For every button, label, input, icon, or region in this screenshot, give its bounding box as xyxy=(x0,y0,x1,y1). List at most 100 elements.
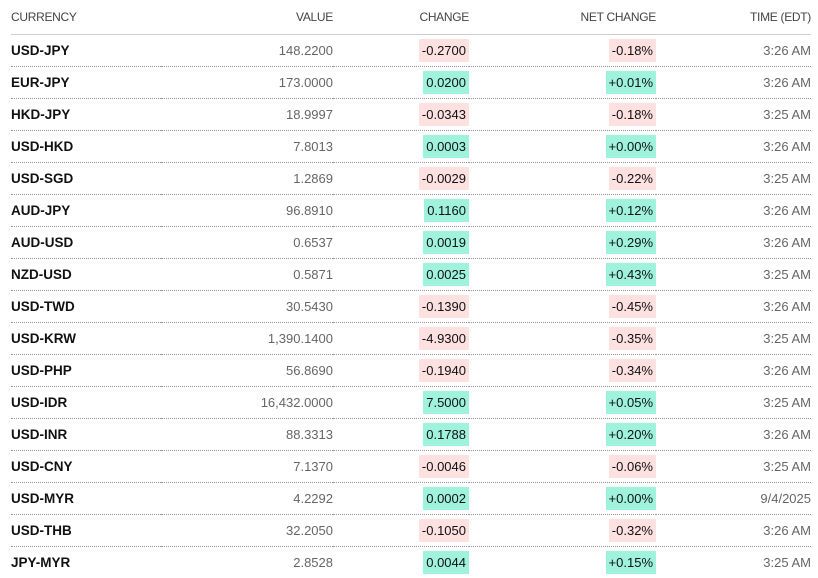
table-row: USD-KRW 1,390.1400 -4.9300 -0.35%3:25 AM xyxy=(11,323,811,355)
time-cell: 3:26 AM xyxy=(656,131,811,163)
value-cell: 18.9997 xyxy=(161,99,333,131)
time-cell: 3:26 AM xyxy=(656,195,811,227)
currency-pair-link[interactable]: USD-THB xyxy=(11,523,72,538)
change-badge: 7.5000 xyxy=(423,391,469,414)
header-net-change[interactable]: NET CHANGE xyxy=(469,0,656,35)
currency-pair-link[interactable]: USD-MYR xyxy=(11,491,74,506)
value-cell: 0.5871 xyxy=(161,259,333,291)
currency-pair-link[interactable]: USD-JPY xyxy=(11,43,70,58)
value-cell: 173.0000 xyxy=(161,67,333,99)
net-change-badge: -0.45% xyxy=(609,295,656,318)
time-cell: 3:26 AM xyxy=(656,227,811,259)
value-cell: 16,432.0000 xyxy=(161,387,333,419)
net-change-badge: -0.22% xyxy=(609,167,656,190)
change-badge: 0.1788 xyxy=(423,423,469,446)
net-change-badge: +0.01% xyxy=(606,71,656,94)
table-row: USD-IDR 16,432.0000 7.5000 +0.05%3:25 AM xyxy=(11,387,811,419)
time-cell: 3:25 AM xyxy=(656,259,811,291)
currency-pair-link[interactable]: USD-PHP xyxy=(11,363,72,378)
time-cell: 3:26 AM xyxy=(656,515,811,547)
value-cell: 56.8690 xyxy=(161,355,333,387)
net-change-badge: -0.18% xyxy=(609,39,656,62)
change-badge: 0.1160 xyxy=(424,199,469,222)
change-badge: 0.0019 xyxy=(423,231,469,254)
table-row: USD-HKD 7.8013 0.0003 +0.00%3:26 AM xyxy=(11,131,811,163)
change-badge: -0.1050 xyxy=(419,519,469,542)
table-row: USD-TWD 30.5430 -0.1390 -0.45%3:26 AM xyxy=(11,291,811,323)
table-row: JPY-MYR 2.8528 0.0044 +0.15%3:25 AM xyxy=(11,547,811,578)
currency-pair-link[interactable]: USD-IDR xyxy=(11,395,67,410)
currency-pair-link[interactable]: USD-INR xyxy=(11,427,67,442)
value-cell: 7.1370 xyxy=(161,451,333,483)
change-badge: -0.0046 xyxy=(419,455,469,478)
time-cell: 3:25 AM xyxy=(656,323,811,355)
table-row: USD-THB 32.2050 -0.1050 -0.32%3:26 AM xyxy=(11,515,811,547)
header-value[interactable]: VALUE xyxy=(161,0,333,35)
change-badge: -0.1390 xyxy=(419,295,469,318)
currency-pair-link[interactable]: AUD-JPY xyxy=(11,203,70,218)
time-cell: 3:26 AM xyxy=(656,291,811,323)
currency-pair-link[interactable]: AUD-USD xyxy=(11,235,73,250)
currency-pair-link[interactable]: USD-TWD xyxy=(11,299,75,314)
time-cell: 3:25 AM xyxy=(656,547,811,578)
currency-table: CURRENCY VALUE CHANGE NET CHANGE TIME (E… xyxy=(11,0,811,578)
table-row: USD-SGD 1.2869 -0.0029 -0.22%3:25 AM xyxy=(11,163,811,195)
currency-pair-link[interactable]: HKD-JPY xyxy=(11,107,70,122)
value-cell: 7.8013 xyxy=(161,131,333,163)
net-change-badge: +0.15% xyxy=(606,551,656,574)
time-cell: 3:25 AM xyxy=(656,99,811,131)
change-badge: 0.0003 xyxy=(423,135,469,158)
net-change-badge: +0.05% xyxy=(606,391,656,414)
net-change-badge: +0.00% xyxy=(606,487,656,510)
table-row: USD-JPY 148.2200 -0.2700 -0.18%3:26 AM xyxy=(11,35,811,67)
change-badge: 0.0044 xyxy=(423,551,469,574)
table-row: AUD-USD 0.6537 0.0019 +0.29%3:26 AM xyxy=(11,227,811,259)
currency-pair-link[interactable]: EUR-JPY xyxy=(11,75,70,90)
change-badge: 0.0002 xyxy=(423,487,469,510)
net-change-badge: -0.06% xyxy=(609,455,656,478)
value-cell: 1,390.1400 xyxy=(161,323,333,355)
value-cell: 2.8528 xyxy=(161,547,333,578)
currency-pair-link[interactable]: USD-HKD xyxy=(11,139,73,154)
header-time[interactable]: TIME (EDT) xyxy=(656,0,811,35)
net-change-badge: +0.00% xyxy=(606,135,656,158)
header-row: CURRENCY VALUE CHANGE NET CHANGE TIME (E… xyxy=(11,0,811,35)
change-badge: 0.0025 xyxy=(423,263,469,286)
value-cell: 4.2292 xyxy=(161,483,333,515)
net-change-badge: -0.32% xyxy=(609,519,656,542)
value-cell: 32.2050 xyxy=(161,515,333,547)
currency-pair-link[interactable]: NZD-USD xyxy=(11,267,72,282)
time-cell: 3:25 AM xyxy=(656,451,811,483)
net-change-badge: -0.35% xyxy=(609,327,656,350)
change-badge: -0.1940 xyxy=(419,359,469,382)
time-cell: 3:25 AM xyxy=(656,163,811,195)
header-change[interactable]: CHANGE xyxy=(333,0,469,35)
time-cell: 3:26 AM xyxy=(656,35,811,67)
net-change-badge: +0.12% xyxy=(606,199,656,222)
value-cell: 30.5430 xyxy=(161,291,333,323)
net-change-badge: -0.18% xyxy=(609,103,656,126)
change-badge: -4.9300 xyxy=(419,327,469,350)
currency-pair-link[interactable]: USD-CNY xyxy=(11,459,73,474)
change-badge: -0.0029 xyxy=(419,167,469,190)
table-row: USD-MYR 4.2292 0.0002 +0.00%9/4/2025 xyxy=(11,483,811,515)
currency-pair-link[interactable]: USD-KRW xyxy=(11,331,76,346)
time-cell: 9/4/2025 xyxy=(656,483,811,515)
net-change-badge: +0.20% xyxy=(606,423,656,446)
currency-pair-link[interactable]: JPY-MYR xyxy=(11,555,70,570)
time-cell: 3:26 AM xyxy=(656,355,811,387)
value-cell: 0.6537 xyxy=(161,227,333,259)
value-cell: 88.3313 xyxy=(161,419,333,451)
change-badge: -0.2700 xyxy=(419,39,469,62)
currency-pair-link[interactable]: USD-SGD xyxy=(11,171,73,186)
value-cell: 148.2200 xyxy=(161,35,333,67)
time-cell: 3:25 AM xyxy=(656,387,811,419)
net-change-badge: +0.29% xyxy=(606,231,656,254)
value-cell: 1.2869 xyxy=(161,163,333,195)
header-currency[interactable]: CURRENCY xyxy=(11,0,161,35)
